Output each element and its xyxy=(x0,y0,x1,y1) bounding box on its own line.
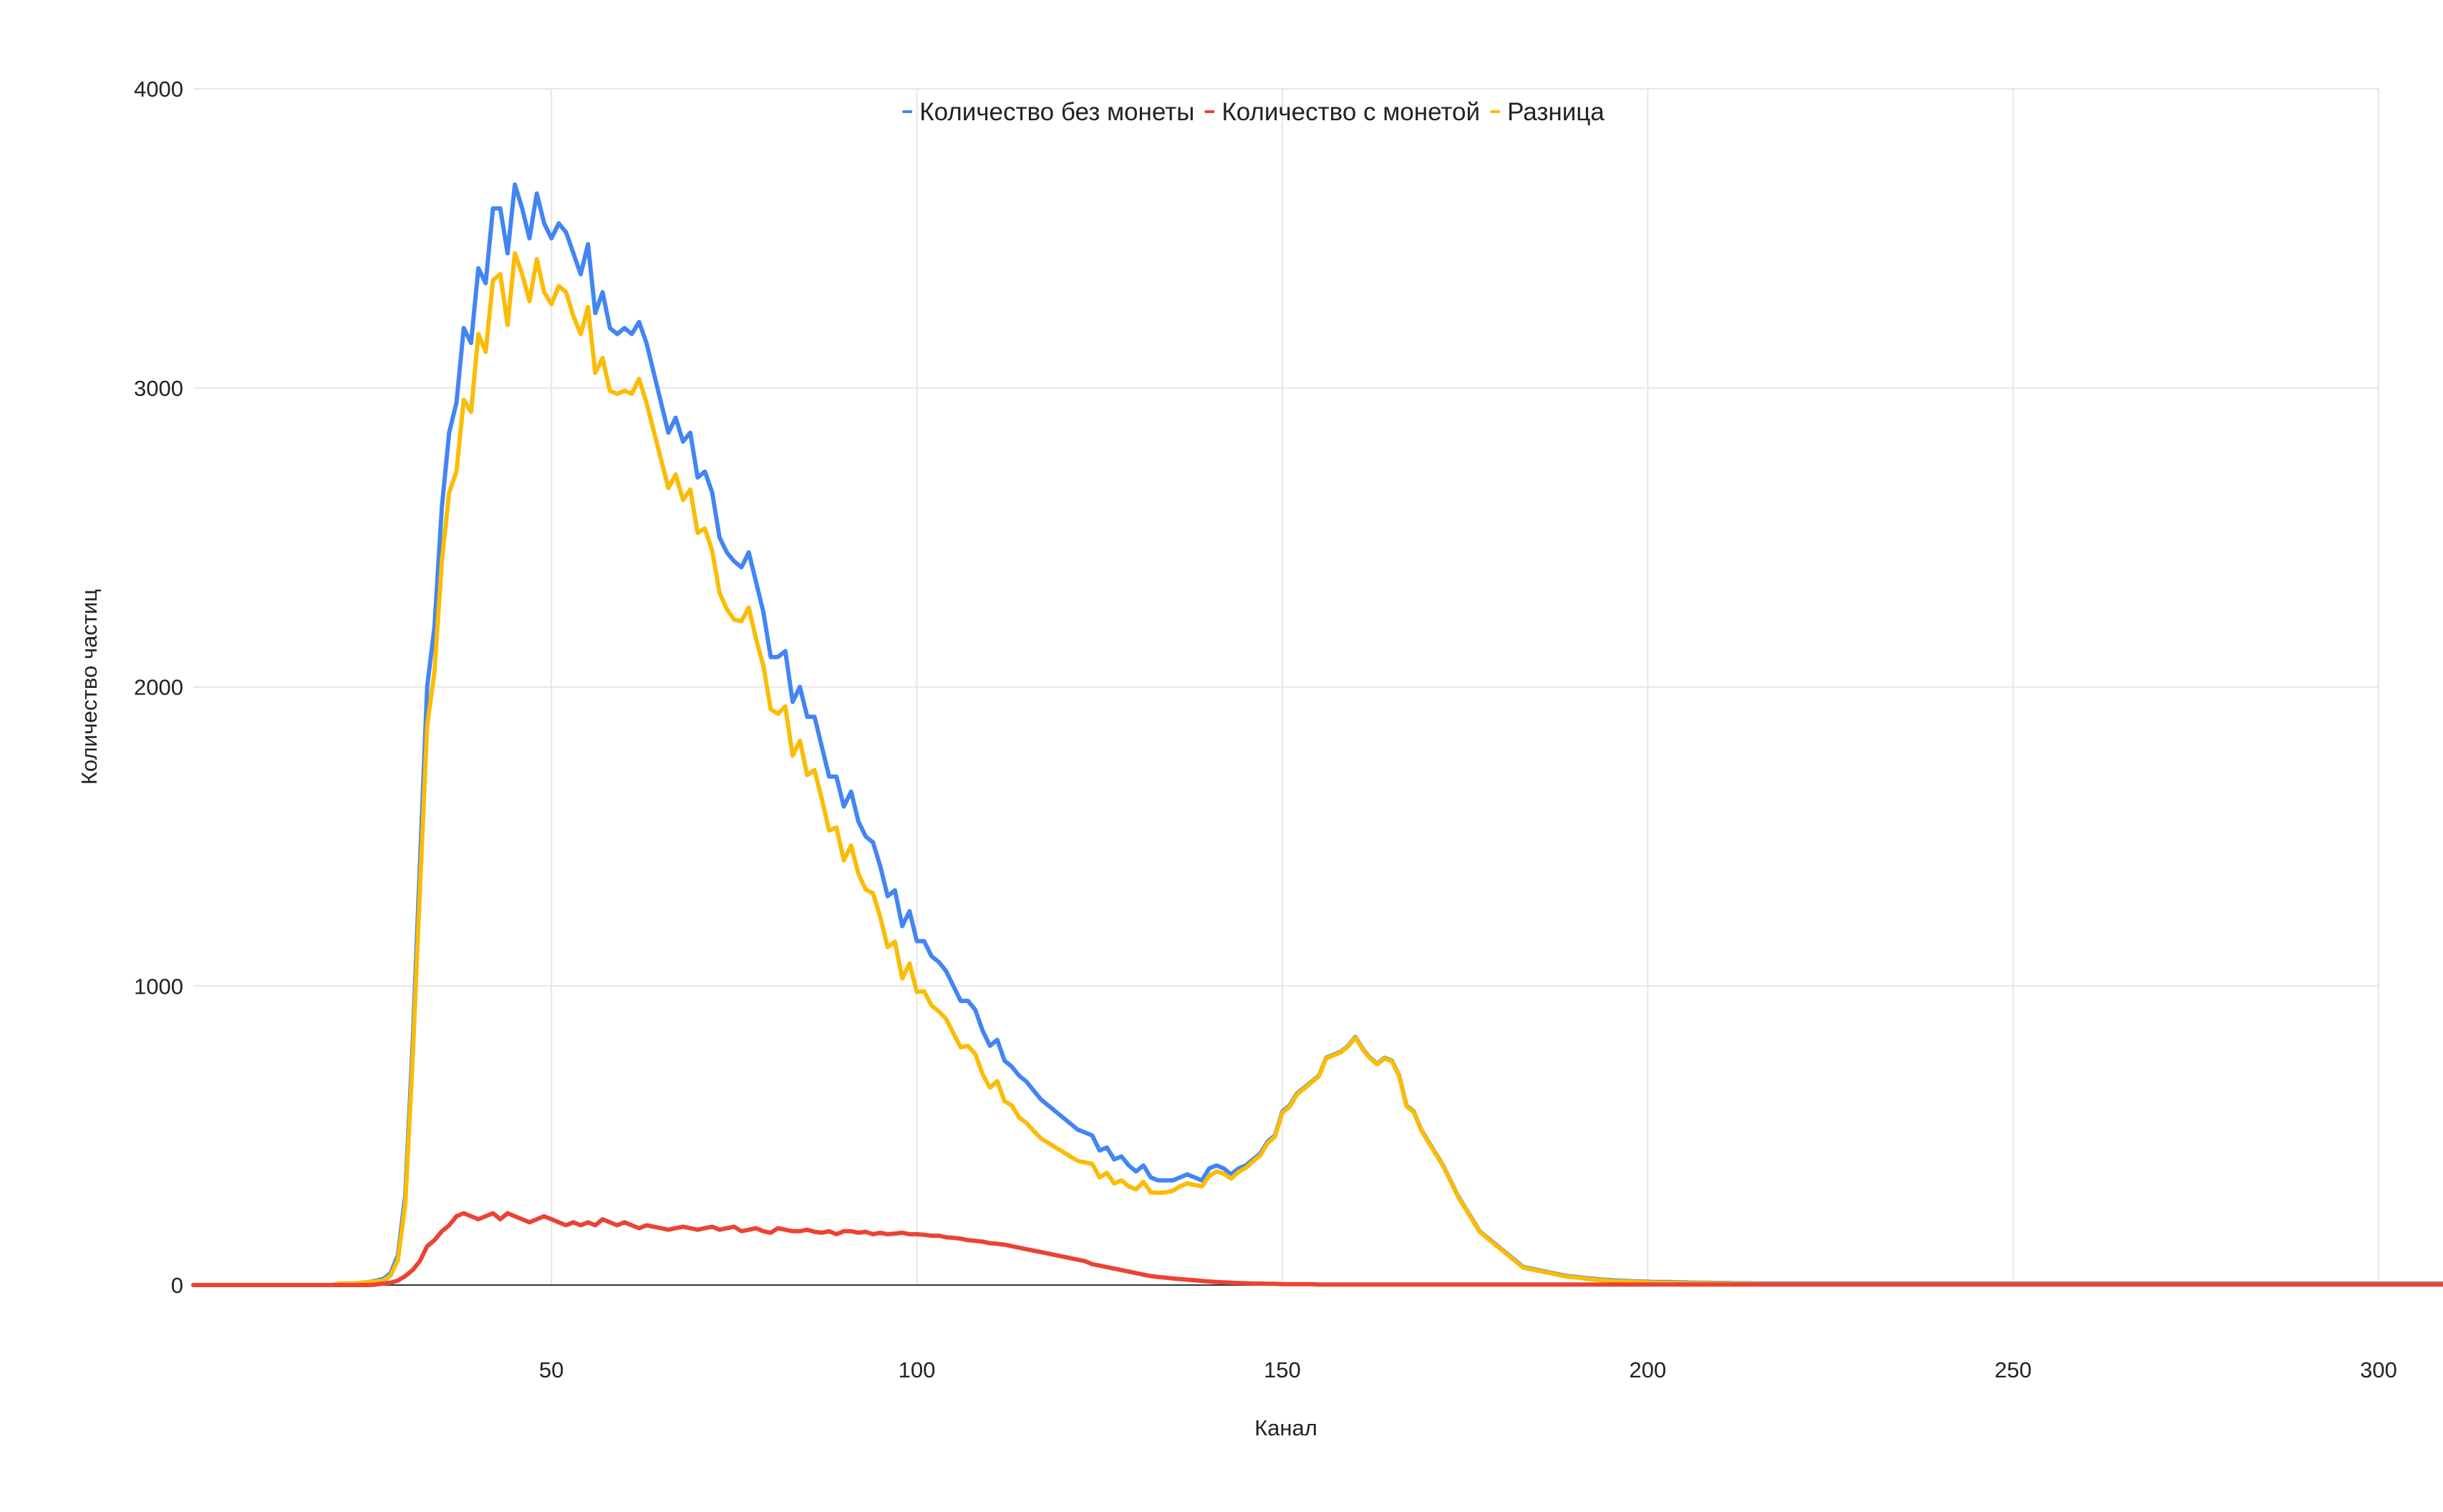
legend-item-2[interactable]: Количество с монетой xyxy=(1204,98,1480,126)
x-tick-label: 50 xyxy=(539,1357,563,1382)
y-tick-label: 3000 xyxy=(134,376,183,401)
legend-item-1[interactable]: Количество без монеты xyxy=(902,98,1194,126)
x-tick-label: 200 xyxy=(1629,1357,1666,1382)
grid-lines xyxy=(193,88,2379,1285)
x-axis-title: Канал xyxy=(1254,1415,1317,1440)
series-line-2 xyxy=(191,1211,2443,1287)
y-tick-label: 4000 xyxy=(134,77,183,102)
x-tick-label: 300 xyxy=(2360,1357,2397,1382)
legend-label: Разница xyxy=(1507,98,1605,126)
legend[interactable]: Количество без монеты Количество с монето… xyxy=(902,98,1605,126)
y-axis-title: Количество частиц xyxy=(77,589,102,785)
legend-item-3[interactable]: Разница xyxy=(1490,98,1605,126)
legend-label: Количество с монетой xyxy=(1222,98,1480,126)
legend-label: Количество без монеты xyxy=(919,98,1194,126)
y-tick-label: 2000 xyxy=(134,675,183,700)
y-tick-label: 1000 xyxy=(134,974,183,999)
series-lines xyxy=(191,182,2443,1287)
y-tick-label: 0 xyxy=(171,1273,183,1298)
x-tick-label: 100 xyxy=(899,1357,936,1382)
x-tick-label: 150 xyxy=(1264,1357,1301,1382)
x-tick-label: 250 xyxy=(1995,1357,2032,1382)
